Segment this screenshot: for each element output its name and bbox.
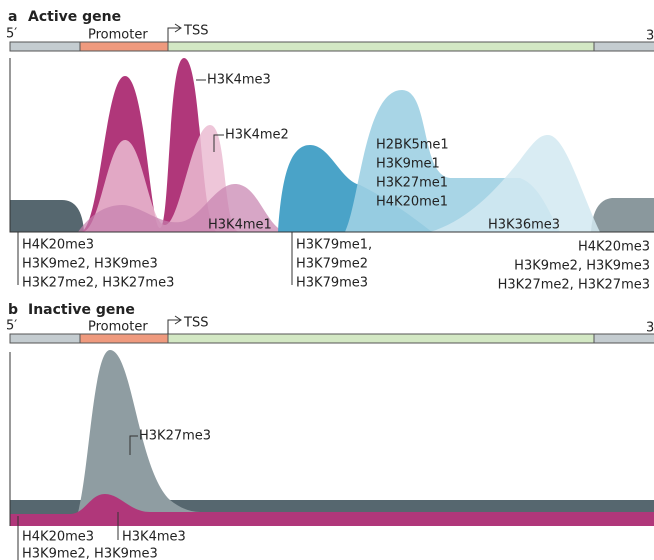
peak-label: H3K36me3	[488, 218, 560, 233]
group-label: H4K20me3	[22, 530, 94, 545]
tss-arrow	[168, 316, 181, 334]
promoter-label: Promoter	[88, 28, 148, 43]
three-prime: 3′	[646, 321, 654, 336]
group-label: H4K20me3	[578, 240, 650, 255]
panel-title: Inactive gene	[28, 302, 135, 318]
group-label: H3K79me3	[296, 276, 368, 291]
body-label: H2BK5me1	[376, 138, 449, 153]
three-prime: 3′	[646, 29, 654, 44]
group-label: H3K9me2, H3K9me3	[22, 547, 158, 560]
panel-title: Active gene	[28, 9, 121, 25]
panel-letter: b	[8, 302, 18, 318]
peak-label: H3K4me3	[207, 73, 271, 88]
marks-inactive	[10, 350, 654, 526]
tss-arrow	[168, 24, 181, 42]
group-label: H3K9me2, H3K9me3	[22, 257, 158, 272]
body-label: H4K20me1	[376, 195, 448, 210]
figure: a Active gene 5′ Promoter TSS 3′ H3K4me3…	[0, 0, 654, 560]
group-label: H3K27me2, H3K27me3	[498, 278, 650, 293]
five-prime: 5′	[6, 319, 17, 334]
group-label: H3K9me2, H3K9me3	[514, 259, 650, 274]
peak-label: H3K4me1	[208, 218, 272, 233]
panel-letter: a	[8, 9, 17, 25]
group-label: H3K27me2, H3K27me3	[22, 276, 174, 291]
gene-bar	[10, 42, 654, 51]
peak-label: H3K4me2	[225, 128, 289, 143]
promoter-label: Promoter	[88, 320, 148, 335]
marks-active	[10, 58, 654, 232]
tss-label: TSS	[183, 24, 208, 39]
group-label: H4K20me3	[22, 238, 94, 253]
group-label: H3K4me3	[122, 530, 186, 545]
group-label: H3K79me1,	[296, 238, 372, 253]
gene-bar	[10, 334, 654, 343]
tss-label: TSS	[183, 316, 208, 331]
group-label: H3K79me2	[296, 257, 368, 272]
peak-label: H3K27me3	[139, 429, 211, 444]
five-prime: 5′	[6, 27, 17, 42]
body-label: H3K9me1	[376, 157, 440, 172]
body-label: H3K27me1	[376, 176, 448, 191]
